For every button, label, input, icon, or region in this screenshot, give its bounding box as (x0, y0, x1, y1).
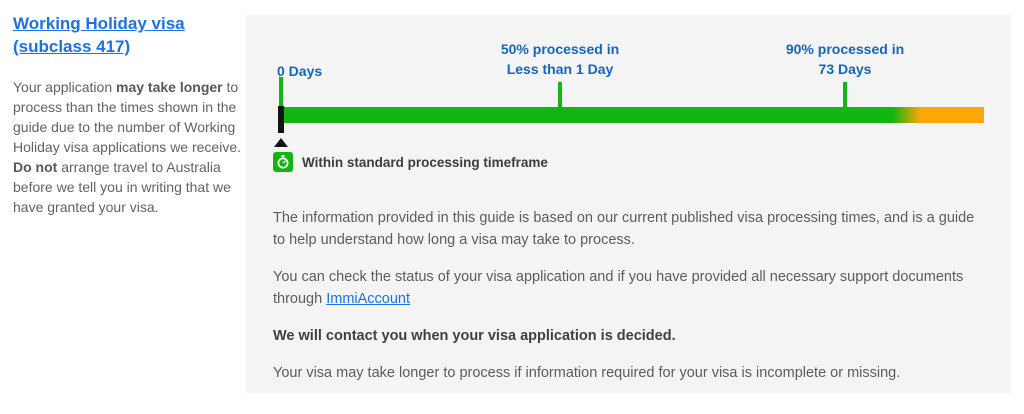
lodgement-marker (278, 106, 284, 133)
sidebar: Working Holiday visa (subclass 417) Your… (13, 12, 245, 217)
info-paragraph-3: We will contact you when your visa appli… (273, 328, 676, 344)
sidebar-note: Your application may take longer to proc… (13, 77, 245, 217)
milestone-tick-0 (279, 77, 283, 107)
note-text-1: Your application (13, 79, 117, 95)
stopwatch-icon (273, 152, 293, 172)
milestone-tick-50 (558, 82, 562, 107)
processing-timeline-chart: 0 Days 50% processed in Less than 1 Day … (246, 15, 1011, 195)
note-text-2: to process than the times shown in the g… (13, 79, 241, 155)
info-paragraph-4: Your visa may take longer to process if … (273, 365, 901, 381)
immiaccount-link[interactable]: ImmiAccount (326, 291, 411, 307)
milestone-label-50-percent: 50% processed in Less than 1 Day (501, 39, 619, 79)
legend-row: Within standard processing timeframe (273, 152, 548, 172)
milestone-50-line1: 50% processed in (500, 41, 620, 57)
milestone-50-line2: Less than 1 Day (506, 61, 614, 77)
visa-title-link[interactable]: Working Holiday visa (subclass 417) (13, 14, 185, 56)
info-paragraph-2-text: You can check the status of your visa ap… (273, 269, 964, 307)
triangle-pointer-icon (274, 138, 288, 147)
note-bold-do-not: Do not (13, 159, 58, 175)
processing-time-bar (280, 107, 984, 123)
info-paragraph-1: The information provided in this guide i… (273, 210, 975, 248)
legend-label: Within standard processing timeframe (302, 154, 548, 170)
processing-guide-panel: 0 Days 50% processed in Less than 1 Day … (246, 15, 1011, 393)
milestone-label-90-percent: 90% processed in 73 Days (786, 39, 904, 79)
visa-title: Working Holiday visa (subclass 417) (13, 12, 245, 58)
guide-info-text: The information provided in this guide i… (246, 195, 1011, 384)
milestone-90-line1: 90% processed in (785, 41, 905, 57)
info-paragraph-2: You can check the status of your visa ap… (273, 266, 979, 310)
milestone-tick-90 (843, 82, 847, 107)
note-bold-may-take-longer: may take longer (116, 79, 223, 95)
note-text-3: arrange travel to Australia before we te… (13, 159, 231, 215)
milestone-label-0-days: 0 Days (277, 63, 323, 79)
milestone-90-line2: 73 Days (818, 61, 872, 77)
